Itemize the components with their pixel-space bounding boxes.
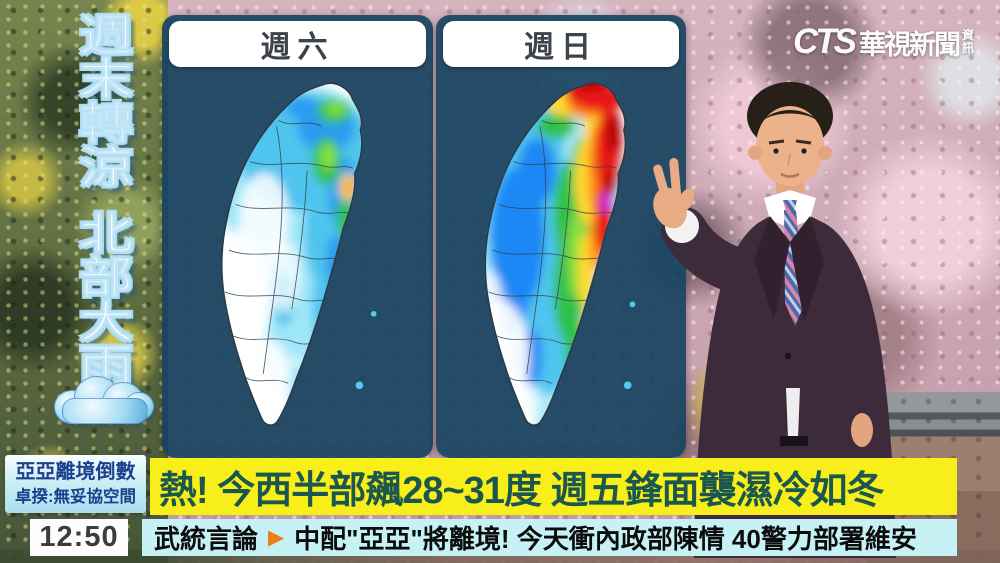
play-arrow-icon: ▶	[268, 526, 285, 549]
side-banner-line2: 北部大雨	[70, 210, 131, 387]
clock: 12:50	[30, 519, 128, 556]
side-news-box: 亞亞離境倒數 卓揆:無妥協空間	[5, 455, 146, 513]
sunday-map-panel: 週日	[436, 15, 686, 458]
news-ticker: 武統言論 ▶ 中配"亞亞"將離境! 今天衝內政部陳情 40警力部署維安	[142, 519, 957, 556]
side-banner-title: 週末轉涼北部大雨	[54, 12, 147, 387]
pointing-hand	[653, 158, 695, 229]
channel-name: 華視新聞	[859, 29, 961, 60]
saturday-label: 週六	[169, 21, 426, 67]
taiwan-rain-map-sunday	[444, 71, 678, 452]
taiwan-rain-map-saturday	[170, 71, 425, 452]
side-news-line2: 卓揆:無妥協空間	[15, 488, 136, 506]
channel-sub-label: 資訊	[962, 28, 975, 55]
side-news-line1: 亞亞離境倒數	[15, 461, 136, 483]
clock-time: 12:50	[39, 521, 119, 553]
headline-text: 熱! 今西半部飆28~31度 週五鋒面襲濕冷如冬	[159, 470, 884, 512]
sunday-label: 週日	[443, 21, 679, 67]
ticker-text: 中配"亞亞"將離境! 今天衝內政部陳情 40警力部署維安	[294, 524, 917, 554]
cts-logo-text: CTS	[793, 22, 857, 61]
rain-cloud-icon	[52, 372, 154, 424]
side-banner-line1: 週末轉涼	[70, 12, 131, 189]
headline-bar: 熱! 今西半部飆28~31度 週五鋒面襲濕冷如冬	[150, 458, 957, 515]
ticker-topic: 武統言論	[154, 524, 259, 554]
channel-logo: CTS 華視新聞 資訊	[793, 22, 976, 62]
saturday-map-panel: 週六	[162, 15, 433, 458]
face	[756, 106, 824, 186]
